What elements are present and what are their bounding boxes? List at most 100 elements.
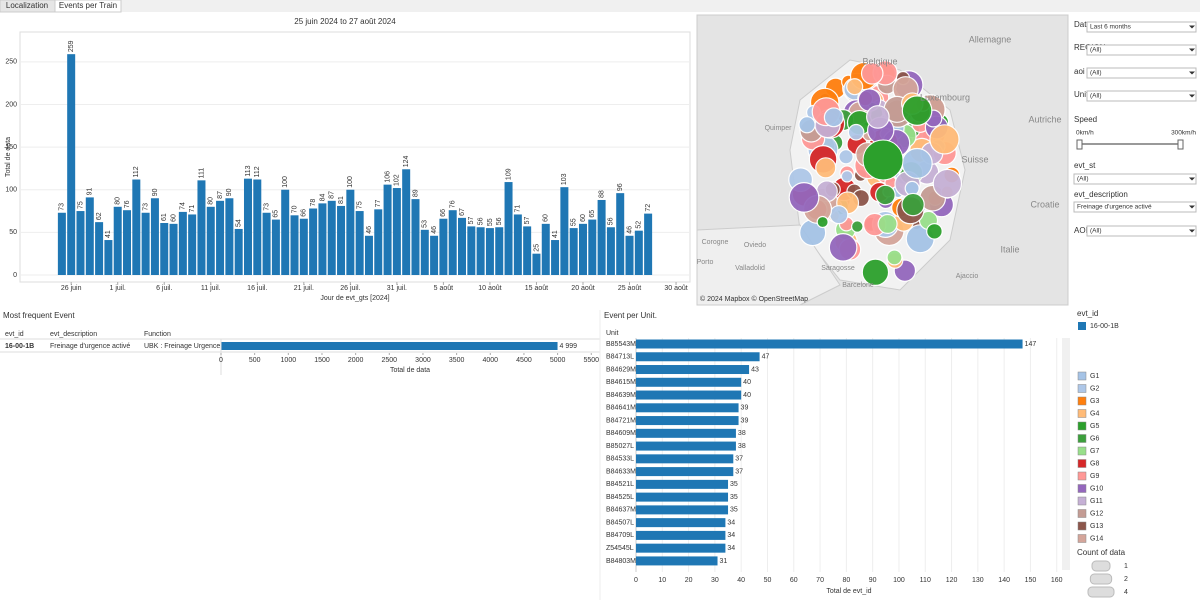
x-tick-label: 50: [764, 577, 772, 584]
bar: [636, 377, 742, 387]
bar: [364, 235, 373, 275]
data-label: 67: [459, 208, 466, 216]
dropdown[interactable]: [1086, 44, 1197, 56]
legend-swatch: [1077, 471, 1087, 481]
legend-label: G14: [1090, 535, 1103, 542]
y-tick-label: B84525L: [606, 494, 634, 501]
data-label: 55: [487, 218, 494, 226]
map-bubble: [788, 182, 820, 213]
data-label: 43: [751, 366, 759, 373]
map-bubble: [929, 124, 960, 155]
tab-active[interactable]: [54, 0, 122, 13]
cell: UBK : Freinage Urgence: [144, 343, 220, 350]
y-tick-label: B84533L: [606, 456, 634, 463]
map-bubble: [840, 170, 854, 183]
bar: [578, 223, 587, 275]
x-tick-label: 90: [869, 577, 877, 584]
dropdown[interactable]: [1086, 67, 1197, 79]
bar: [636, 543, 726, 553]
data-label: 77: [375, 199, 382, 207]
bar: [327, 200, 336, 275]
data-label: 60: [580, 214, 587, 222]
bar: [132, 179, 141, 275]
tab-label[interactable]: Events per Train: [59, 1, 117, 10]
x-tick-label: 26 juil.: [340, 285, 360, 292]
place-label: Suisse: [961, 154, 988, 164]
x-axis-label: Jour de evt_gts [2024]: [320, 295, 389, 302]
bar: [281, 189, 290, 275]
data-label: 84: [319, 193, 326, 201]
map-bubble: [846, 78, 864, 96]
data-label: 60: [170, 214, 177, 222]
panel-title: Event per Unit.: [604, 311, 657, 320]
dropdown[interactable]: [1073, 173, 1197, 185]
dropdown-value: (All): [1090, 47, 1102, 54]
bar: [606, 227, 615, 275]
x-tick-label: 2500: [382, 357, 398, 364]
bar: [253, 179, 262, 275]
x-tick-label: 1500: [314, 357, 330, 364]
y-tick-label: 50: [9, 229, 17, 236]
map-bubble: [850, 220, 864, 233]
y-tick-label: B84633M: [606, 468, 636, 475]
data-label: 100: [282, 176, 289, 188]
dropdown[interactable]: [1073, 201, 1197, 213]
bar: [532, 253, 541, 275]
slider-handle[interactable]: [1076, 139, 1083, 150]
dropdown-arrow: [1189, 71, 1195, 75]
map-bubble: [926, 223, 943, 240]
x-tick-label: 3500: [449, 357, 465, 364]
filter-label: evt_description: [1074, 190, 1128, 199]
data-label: 53: [422, 220, 429, 228]
x-tick-label: 4500: [516, 357, 532, 364]
slider-min: 0km/h: [1076, 130, 1094, 137]
data-label: 74: [180, 202, 187, 210]
dropdown[interactable]: [1086, 225, 1197, 237]
map-bubble: [875, 184, 896, 206]
scrollbar: [1062, 338, 1070, 570]
bar: [636, 339, 1023, 349]
legend-swatch: [1077, 409, 1087, 418]
data-label: 71: [189, 205, 196, 213]
dropdown[interactable]: [1086, 21, 1197, 33]
data-label: 72: [645, 204, 652, 212]
y-tick-label: B84709L: [606, 532, 634, 539]
map-bubble: [823, 107, 844, 128]
data-label: 71: [515, 205, 522, 213]
bar: [523, 226, 532, 275]
dropdown-arrow: [1189, 94, 1195, 98]
bar: [467, 226, 476, 275]
map-bubble: [829, 205, 849, 225]
dropdown[interactable]: [1086, 90, 1197, 102]
bar: [644, 213, 653, 275]
y-tick-label: B84639M: [606, 392, 636, 399]
data-label: 35: [730, 494, 738, 501]
data-label: 103: [561, 173, 568, 185]
tab-label[interactable]: Localization: [6, 1, 48, 10]
bar: [355, 211, 364, 275]
data-label: 38: [738, 430, 746, 437]
data-label: 124: [403, 155, 410, 167]
y-tick-label: B84507L: [606, 519, 634, 526]
bar: [636, 505, 729, 515]
bar: [560, 187, 569, 275]
data-label: 89: [412, 189, 419, 197]
size-label: 2: [1124, 576, 1128, 583]
x-tick-label: 5000: [550, 357, 566, 364]
place-label: Allemagne: [969, 34, 1012, 44]
panel-title: Most frequent Event: [3, 311, 75, 320]
place-label: Porto: [697, 259, 714, 266]
data-label: 66: [440, 209, 447, 217]
bar: [636, 530, 726, 540]
slider-handle[interactable]: [1177, 139, 1184, 150]
data-label: 55: [571, 218, 578, 226]
legend-swatch: [1077, 521, 1087, 531]
x-tick-label: 11 juil.: [201, 285, 221, 292]
data-label: 87: [329, 191, 336, 199]
x-tick-label: 0: [634, 577, 638, 584]
data-label: 41: [105, 230, 112, 238]
x-tick-label: 5 août: [434, 285, 454, 292]
data-label: 62: [96, 212, 103, 220]
filter-label: Speed: [1074, 115, 1097, 124]
x-tick-label: 120: [946, 577, 958, 584]
